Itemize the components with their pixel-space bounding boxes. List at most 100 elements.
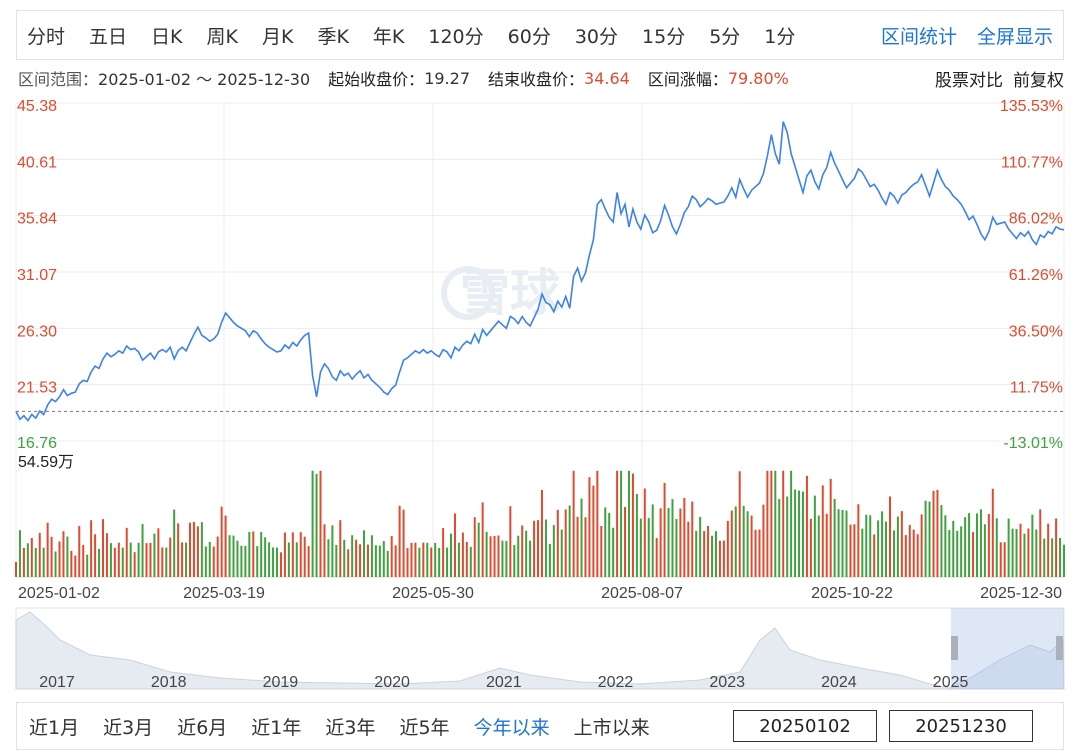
volume-bar [457,542,460,577]
period-tab[interactable]: 120分 [428,25,484,48]
volume-bar [829,478,832,577]
range-button[interactable]: 近1年 [251,716,302,739]
date-tick-label: 2025-12-30 [980,585,1062,602]
volume-bar [240,545,243,577]
volume-bar [208,541,211,577]
volume-bar [133,552,136,577]
volume-bar [869,515,872,577]
volume-bar [161,547,164,577]
volume-bar [390,535,393,577]
volume-bar [74,555,77,577]
volume-bar [699,516,702,577]
range-button[interactable]: 上市以来 [573,716,650,739]
volume-bar [26,543,29,577]
volume-bar [149,542,152,577]
date-tick-label: 2025-08-07 [601,585,683,602]
volume-bar [774,470,777,577]
range-label: 区间范围： [18,70,99,89]
fullscreen-link[interactable]: 全屏显示 [976,25,1053,48]
volume-bar [529,540,532,577]
volume-bar [268,542,271,577]
range-button[interactable]: 近1月 [29,716,80,739]
price-line [15,121,1065,422]
volume-bar [956,530,959,577]
range-button[interactable]: 近6月 [177,716,228,739]
range-button[interactable]: 今年以来 [473,716,550,739]
volume-bar [117,542,120,577]
volume-bar [493,535,496,577]
end-date-input[interactable]: 20251230 [889,710,1033,742]
navigator-year-label: 2022 [598,674,634,691]
volume-bar [34,547,37,577]
volume-bar [714,531,717,577]
volume-bar [1031,514,1034,577]
volume-bar [790,470,793,577]
interval-change-value: 79.80% [727,68,789,88]
volume-bar [327,539,330,577]
volume-bar [655,538,658,577]
period-tab[interactable]: 30分 [574,25,619,48]
volume-bar [960,526,963,577]
volume-bar [778,499,781,577]
volume-bar [287,542,290,577]
period-tab[interactable]: 1分 [764,25,796,48]
period-tab[interactable]: 60分 [507,25,551,48]
volume-bar [370,535,373,577]
volume-bar [200,522,203,577]
volume-bar [181,542,184,577]
interval-stats-link[interactable]: 区间统计 [880,25,957,48]
date-tick-label: 2025-03-19 [183,585,265,602]
volume-bar [841,509,844,577]
volume-bar [975,513,978,577]
period-tab[interactable]: 月K [261,25,294,48]
start-close-value: 19.27 [424,68,470,88]
navigator-selection [951,608,1064,689]
volume-bar [972,532,975,577]
period-tab-bar: 分时 五日 日K 周K 月K 季K 年K 120分 60分 30分 15分 5分 1分 区间统计 全屏显… [16,10,1064,60]
range-button[interactable]: 近3月 [103,716,154,739]
volume-bar [908,525,911,577]
volume-bar [54,551,57,577]
range-button[interactable]: 近5年 [399,716,450,739]
period-tab[interactable]: 五日 [89,25,128,48]
period-tab[interactable]: 季K [317,25,349,48]
volume-bar [809,518,812,577]
volume-bar [335,544,338,577]
stock-compare-button[interactable]: 股票对比 [935,70,1003,91]
volume-bar [1055,518,1058,577]
volume-bar [244,545,247,577]
period-tab[interactable]: 5分 [709,25,741,48]
volume-bar [477,522,480,577]
volume-bar [398,505,401,577]
volume-bar [42,547,45,577]
percent-tick-label: 36.50% [1009,323,1063,340]
volume-bar [631,473,634,577]
period-tab[interactable]: 日K [151,25,183,48]
period-tab[interactable]: 15分 [642,25,686,48]
volume-bar [805,475,808,577]
period-tab[interactable]: 分时 [27,25,66,48]
volume-bar [695,530,698,577]
volume-bar [635,493,638,577]
volume-bar [1059,537,1062,577]
period-tab[interactable]: 周K [206,25,238,48]
volume-bar [722,540,725,577]
volume-bar [1007,518,1010,577]
volume-bar [497,535,500,577]
volume-bar [798,490,801,577]
volume-bar [311,470,314,577]
volume-bar [177,523,180,577]
percent-tick-label: 110.77% [1001,154,1063,171]
price-tick-label: 31.07 [17,267,57,284]
volume-bar [434,542,437,577]
forward-adjust-button[interactable]: 前复权 [1013,70,1064,91]
navigator-year-label: 2020 [374,674,410,691]
volume-bar [485,531,488,577]
volume-bar [46,522,49,577]
volume-bar [944,515,947,577]
period-tab[interactable]: 年K [372,25,405,48]
range-button[interactable]: 近3年 [325,716,376,739]
volume-bar [627,470,630,577]
start-date-input[interactable]: 20250102 [733,710,877,742]
volume-bar [204,546,207,577]
